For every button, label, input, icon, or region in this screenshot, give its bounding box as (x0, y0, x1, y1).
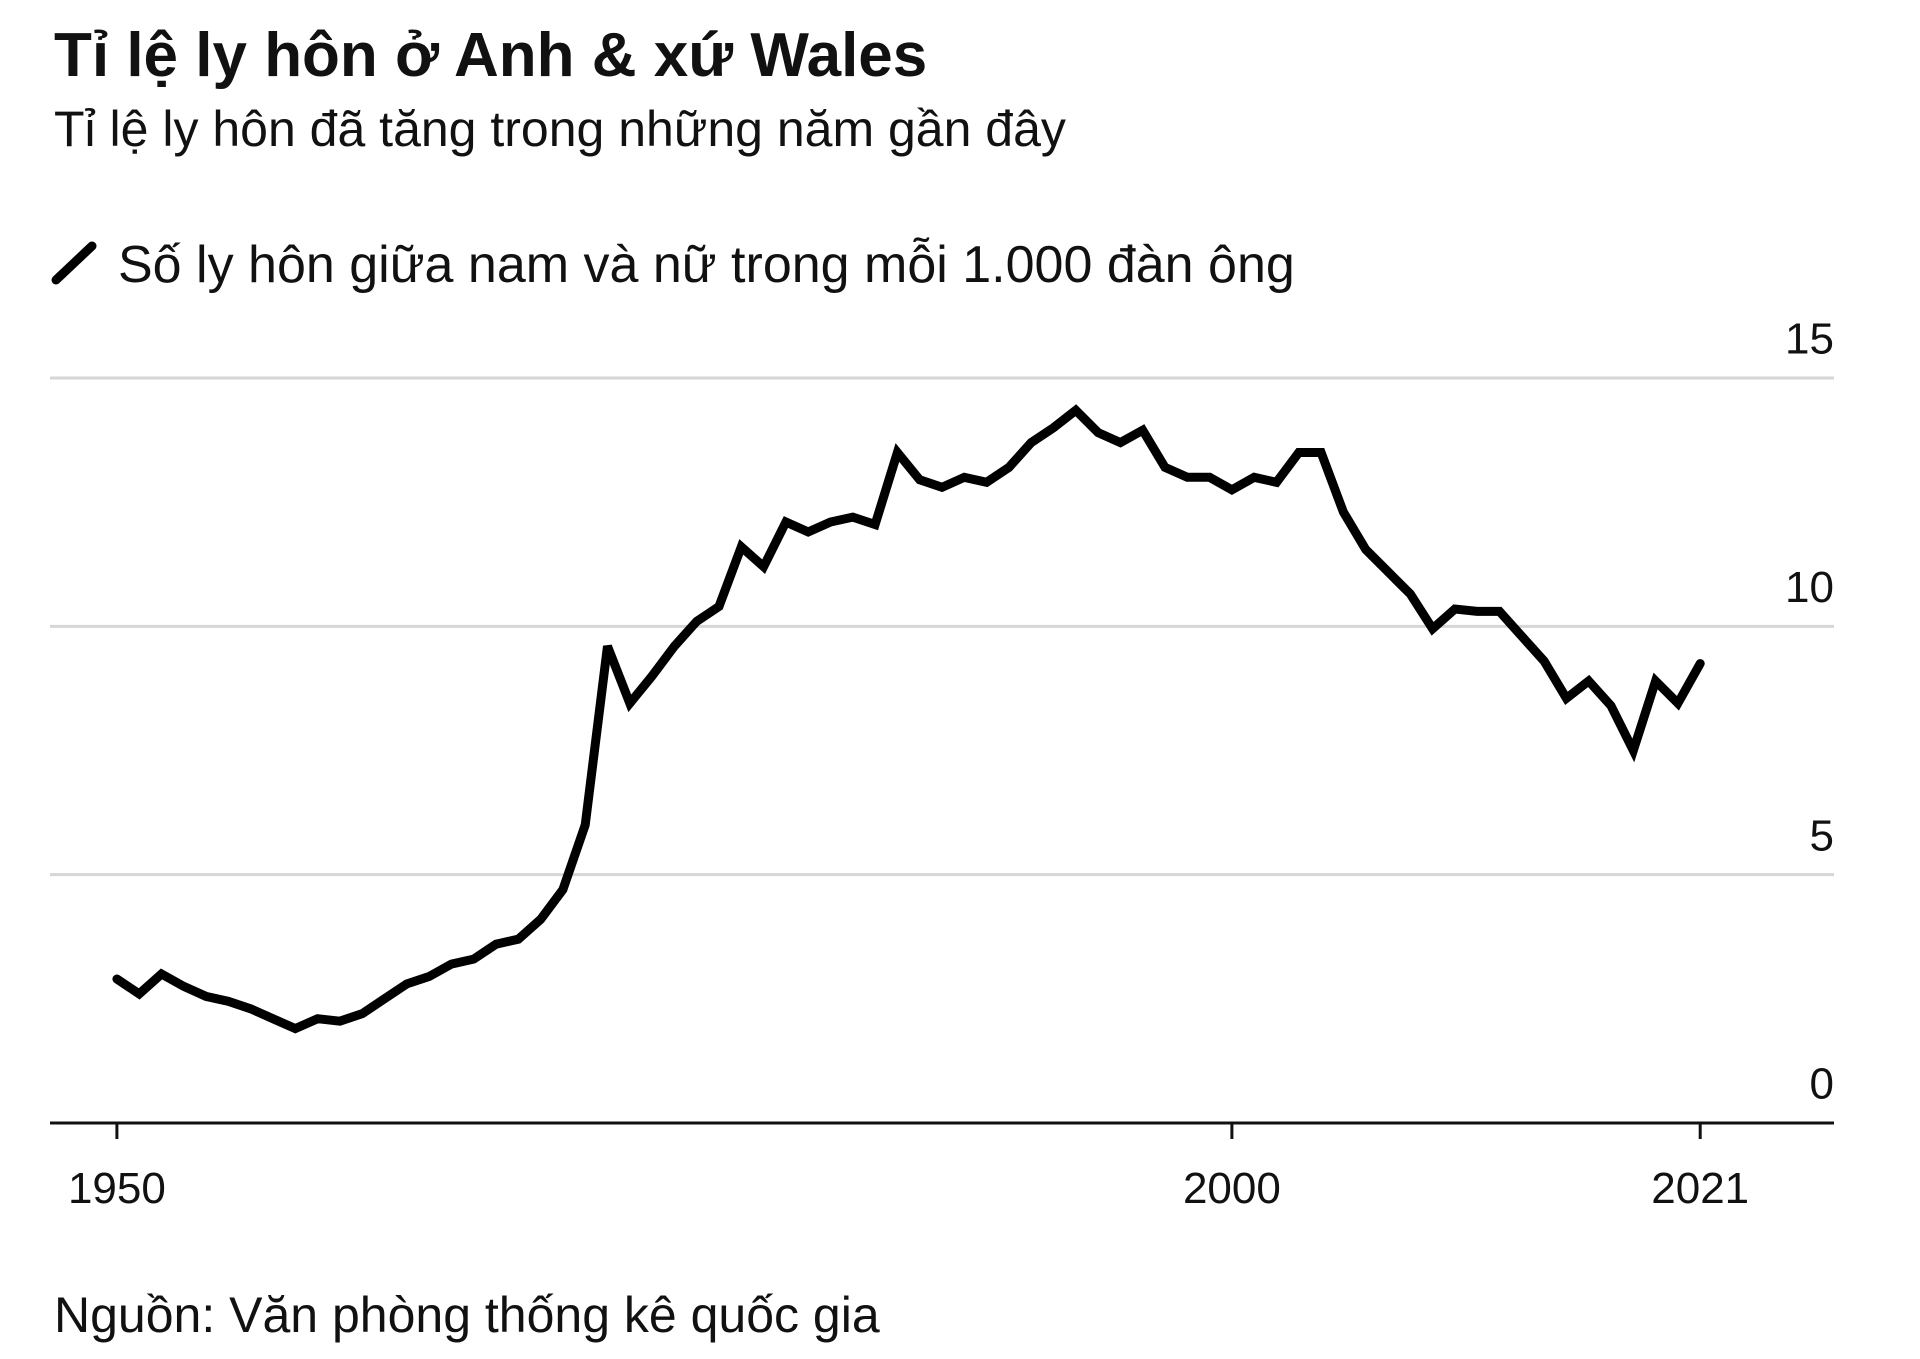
y-tick-label: 10 (1785, 563, 1834, 612)
source: Nguồn: Văn phòng thống kê quốc gia (54, 1287, 880, 1343)
y-tick-label: 0 (1810, 1060, 1834, 1109)
legend-label: Số ly hôn giữa nam và nữ trong mỗi 1.000… (118, 236, 1295, 294)
chart-subtitle: Tỉ lệ ly hôn đã tăng trong những năm gần… (54, 101, 1066, 157)
data-line (112, 404, 1705, 1034)
x-tick-label: 2000 (1183, 1164, 1281, 1213)
legend-swatch (51, 241, 97, 285)
x-tick-label: 2021 (1651, 1164, 1749, 1213)
x-tick-label: 1950 (68, 1164, 166, 1213)
y-tick-label: 5 (1810, 811, 1834, 860)
chart-title: Tỉ lệ ly hôn ở Anh & xứ Wales (54, 21, 927, 90)
y-tick-label: 15 (1785, 315, 1834, 364)
